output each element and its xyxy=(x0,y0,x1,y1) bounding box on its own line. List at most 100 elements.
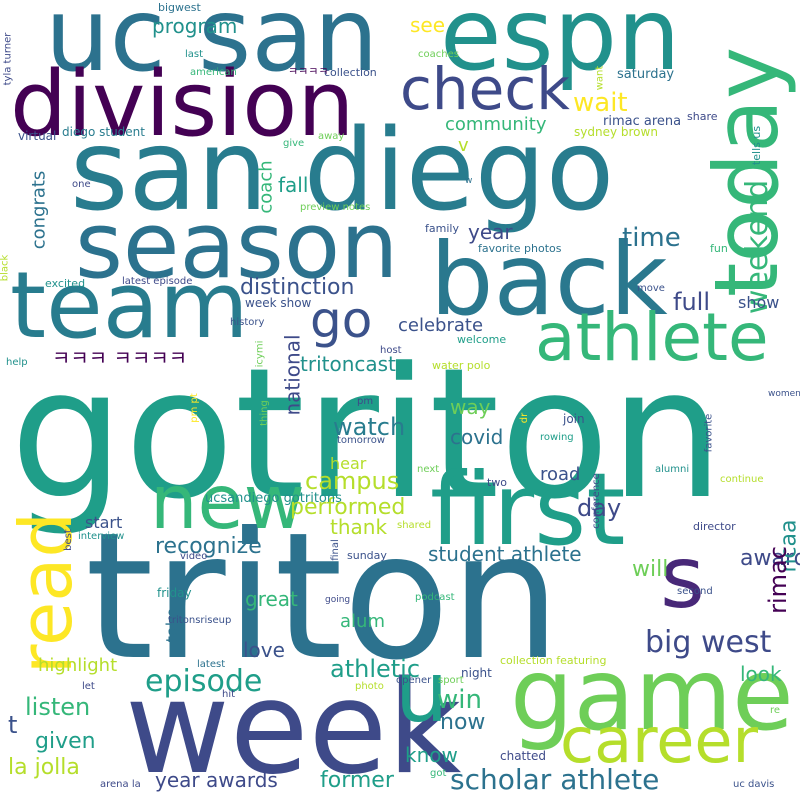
cloud-word: collection xyxy=(324,66,377,79)
cloud-word: favorite photos xyxy=(478,242,562,255)
cloud-word: collection featuring xyxy=(500,654,607,667)
cloud-word: u xyxy=(395,643,449,741)
cloud-word: watch xyxy=(333,413,406,441)
cloud-word: preview notes xyxy=(300,202,371,213)
cloud-word: gotriton xyxy=(10,330,724,539)
cloud-word: uc davis xyxy=(733,779,775,790)
cloud-word: ㅋㅋㅋㅋ xyxy=(288,65,329,78)
cloud-word: know xyxy=(405,743,458,767)
cloud-word: v xyxy=(458,135,469,156)
cloud-word: two xyxy=(487,476,508,489)
cloud-word: alum xyxy=(340,611,385,632)
cloud-word: distinction xyxy=(240,275,355,300)
cloud-word: latest xyxy=(197,659,226,670)
cloud-word: bigwest xyxy=(158,1,201,14)
cloud-word: away xyxy=(318,131,345,142)
cloud-word: big west xyxy=(645,625,772,660)
cloud-word: student athlete xyxy=(428,542,582,566)
cloud-word: way xyxy=(450,395,491,419)
cloud-word: arena la xyxy=(100,779,141,790)
cloud-word: t xyxy=(8,711,18,739)
cloud-word: episode xyxy=(145,664,263,699)
cloud-word: first xyxy=(430,451,626,568)
cloud-word: tells us xyxy=(750,125,764,166)
cloud-word: w xyxy=(465,176,473,186)
cloud-word: start xyxy=(85,513,123,532)
cloud-word: coaches xyxy=(418,49,459,60)
cloud-word: team xyxy=(10,252,249,359)
cloud-word: host xyxy=(380,345,402,356)
cloud-word: rimac arena xyxy=(603,114,682,129)
cloud-word: recognize xyxy=(155,534,262,559)
cloud-word: thank xyxy=(330,515,388,539)
cloud-word: next xyxy=(417,464,440,475)
cloud-word: week xyxy=(125,654,462,800)
cloud-word: great xyxy=(245,587,298,611)
cloud-word: listen xyxy=(25,693,91,721)
cloud-word: share xyxy=(687,110,718,123)
cloud-word: sport xyxy=(438,675,464,686)
cloud-word: now xyxy=(440,710,486,735)
cloud-word: podcast xyxy=(415,592,455,603)
cloud-word: division xyxy=(10,52,355,157)
cloud-word: favorite xyxy=(703,413,715,453)
cloud-word: la jolla xyxy=(8,755,80,780)
cloud-word: let xyxy=(82,681,95,692)
cloud-word: s xyxy=(660,528,705,628)
cloud-word: saturday xyxy=(617,67,675,82)
cloud-word: second xyxy=(677,586,713,597)
cloud-word: american xyxy=(190,67,237,78)
cloud-word: re xyxy=(770,705,781,716)
cloud-word: one xyxy=(72,179,91,190)
cloud-word: welcome xyxy=(457,333,507,346)
cloud-word: history xyxy=(230,317,265,328)
cloud-word: given xyxy=(35,729,96,754)
cloud-word: season xyxy=(75,192,399,299)
cloud-word: game xyxy=(510,636,794,753)
cloud-word: tyla turner xyxy=(2,32,14,86)
cloud-word: former xyxy=(320,768,394,793)
cloud-word: uc san xyxy=(45,0,379,95)
cloud-word: hit xyxy=(222,689,236,700)
cloud-word: check xyxy=(400,55,570,123)
cloud-word: tritoncast xyxy=(300,352,396,376)
cloud-word: year xyxy=(468,220,513,244)
cloud-word: award xyxy=(740,546,800,571)
cloud-word: last xyxy=(185,49,204,60)
cloud-word: scholar athlete xyxy=(450,763,660,796)
cloud-word: year awards xyxy=(155,768,278,792)
cloud-word: sunday xyxy=(347,549,387,562)
cloud-word: san diego xyxy=(70,106,615,236)
cloud-word: video xyxy=(180,551,208,562)
cloud-word: hear xyxy=(330,454,367,473)
cloud-word: go xyxy=(310,291,373,349)
cloud-word: rowing xyxy=(540,432,574,443)
cloud-word: got xyxy=(430,768,447,779)
cloud-word: celebrate xyxy=(398,315,484,336)
cloud-word: alumni xyxy=(655,464,690,475)
cloud-word: athlete xyxy=(535,299,769,376)
cloud-word: night xyxy=(461,666,492,680)
cloud-word: triton xyxy=(85,496,561,699)
cloud-word: road xyxy=(540,464,581,485)
cloud-word: full xyxy=(673,288,710,316)
cloud-word: final xyxy=(329,539,341,561)
cloud-word: program xyxy=(152,14,238,38)
cloud-word: time xyxy=(622,223,681,253)
cloud-word: shared xyxy=(397,520,432,531)
cloud-word: will xyxy=(632,557,669,582)
cloud-word: new xyxy=(150,458,306,546)
cloud-word: look xyxy=(740,662,782,686)
cloud-word: espn xyxy=(440,0,681,93)
cloud-word: opener xyxy=(396,675,432,686)
cloud-word: sydney brown xyxy=(574,125,658,139)
cloud-word: conference xyxy=(590,473,602,529)
cloud-word: move xyxy=(637,283,665,294)
cloud-word: help xyxy=(6,357,28,368)
cloud-word: water polo xyxy=(432,359,491,372)
cloud-word: best xyxy=(62,529,74,551)
cloud-word: career xyxy=(560,704,758,777)
cloud-word: week show xyxy=(245,296,312,310)
cloud-word: join xyxy=(563,412,585,426)
